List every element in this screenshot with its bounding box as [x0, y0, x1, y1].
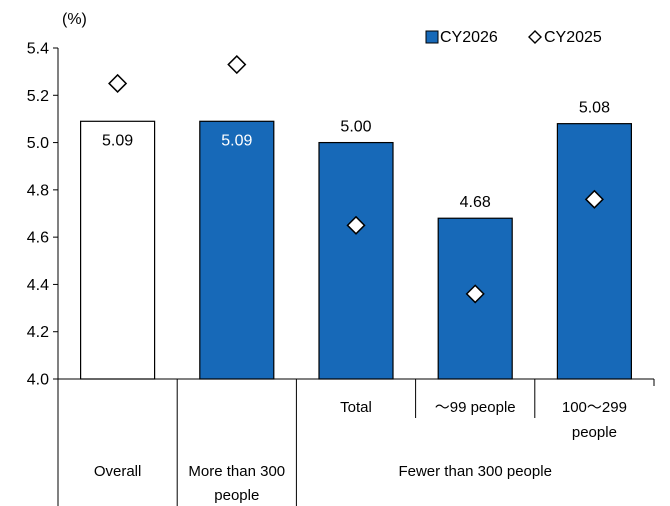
y-tick-label: 5.4 [27, 41, 49, 58]
bar [437, 217, 513, 380]
y-tick-label: 4.8 [27, 182, 49, 199]
y-tick-label: 5.0 [27, 135, 49, 152]
data-label: 5.09 [102, 132, 133, 149]
data-label: 5.09 [221, 132, 252, 149]
y-tick-label: 4.4 [27, 277, 49, 294]
y-tick-label: 4.6 [27, 230, 49, 247]
group-label: Overall [94, 463, 142, 480]
diamond-marker [227, 54, 247, 75]
y-unit-label: (%) [62, 11, 87, 28]
legend-label-cy2026: CY2026 [440, 29, 498, 46]
legend: CY2026 CY2025 [425, 29, 602, 46]
y-axis: 4.0 4.2 4.4 4.6 4.8 5.0 5.2 5.4 [27, 41, 59, 389]
data-label: 4.68 [460, 194, 491, 211]
diamond-marker [108, 73, 128, 94]
legend-label-cy2025: CY2025 [544, 29, 602, 46]
cy2025-markers [108, 54, 604, 304]
y-tick-label: 4.0 [27, 372, 49, 389]
bar [318, 141, 394, 380]
bar [199, 120, 275, 380]
bar [79, 120, 156, 380]
y-tick-label: 5.2 [27, 88, 49, 105]
category-label: people [572, 424, 617, 441]
diamond-marker [346, 215, 366, 235]
bars: 5.09 5.09 5.00 4.68 5.08 [79, 100, 633, 380]
x-axis: Total ～99 people 100～299 people Overall More … [57, 378, 655, 506]
category-label: ～99 people [435, 399, 516, 416]
y-tick-label: 4.2 [27, 324, 49, 341]
legend-marker-cy2025 [528, 30, 542, 44]
group-label: people [214, 487, 259, 504]
group-label: More than 300 [188, 463, 285, 480]
group-label: Fewer than 300 people [398, 463, 551, 480]
diamond-marker [584, 189, 604, 209]
category-label: Total [340, 399, 372, 416]
data-label: 5.00 [340, 119, 371, 136]
legend-swatch-cy2026 [425, 30, 439, 44]
bar [556, 123, 633, 380]
category-label: 100～299 [562, 399, 627, 416]
diamond-marker [465, 284, 485, 304]
data-label: 5.08 [579, 100, 610, 117]
